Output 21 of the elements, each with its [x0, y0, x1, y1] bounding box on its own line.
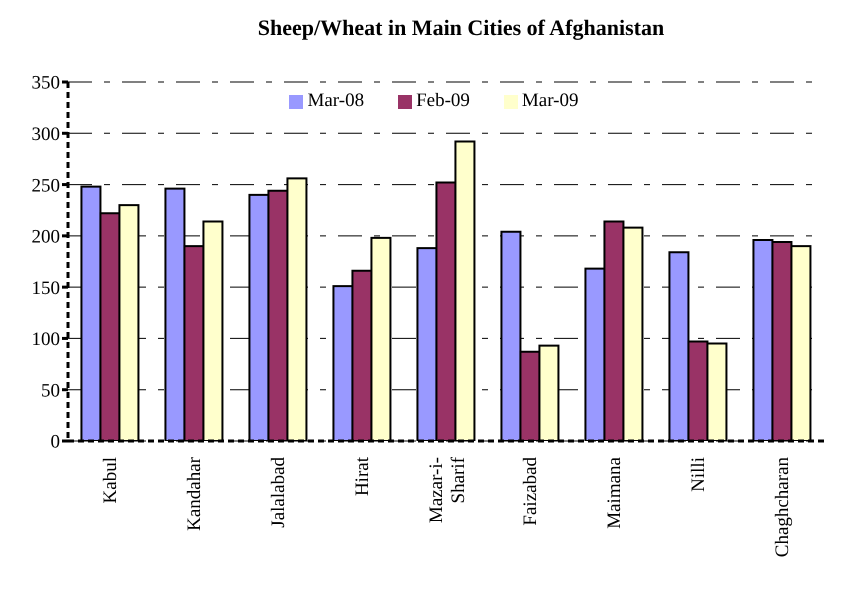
x-tick-label: Maimana [604, 456, 625, 529]
x-tick-label: Kabul [100, 457, 121, 504]
x-tick-label: Hirat [352, 456, 373, 496]
x-tick-label: Nilli [688, 457, 709, 492]
x-tick-label: Chaghcharan [772, 456, 793, 558]
y-tick-label: 200 [32, 226, 60, 248]
x-tick-label: Faizabad [520, 456, 541, 526]
y-tick-label: 100 [32, 329, 60, 350]
x-tick-label: Kandahar [184, 456, 205, 531]
y-tick-label: 350 [32, 72, 60, 94]
legend-label: Mar-09 [522, 90, 579, 111]
y-tick-label: 300 [32, 124, 60, 146]
x-tick-label: Mazar-i-Sharif [426, 456, 469, 524]
y-tick-label: 150 [32, 278, 60, 299]
y-tick-label: 250 [32, 175, 60, 196]
legend-label: Feb-09 [416, 90, 470, 111]
legend-label: Mar-08 [307, 90, 364, 111]
y-tick-label: 50 [41, 380, 60, 402]
x-tick-label: Jalalabad [268, 456, 289, 528]
chart-title: Sheep/Wheat in Main Cities of Afghanistan [256, 14, 666, 42]
y-tick-label: 0 [50, 432, 60, 453]
